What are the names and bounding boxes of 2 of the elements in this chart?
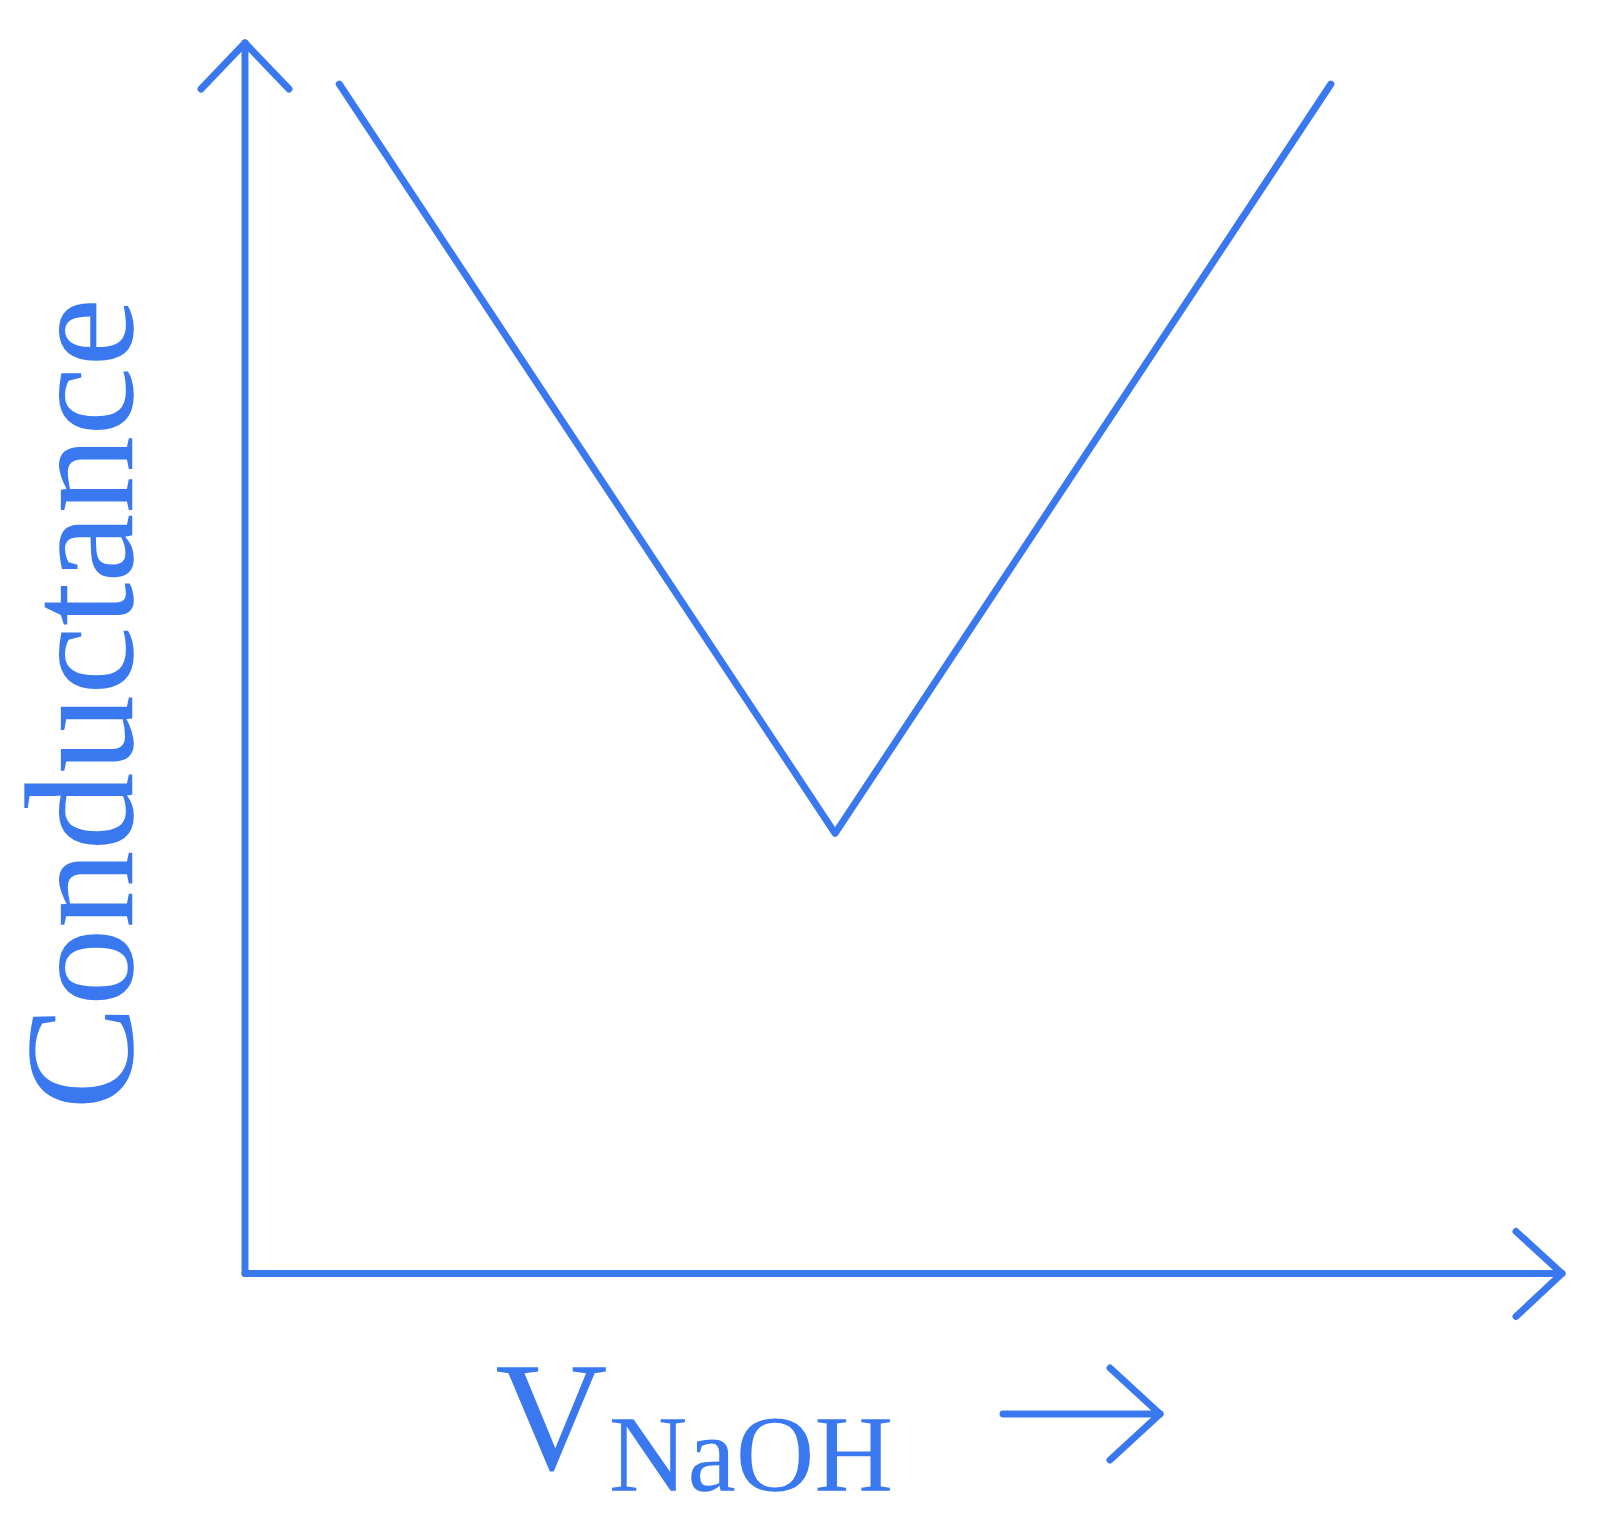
x-axis-title: V$_{NaOH}$ — [496, 1367, 890, 1492]
y-axis-title: Conductance — [24, 303, 134, 1104]
